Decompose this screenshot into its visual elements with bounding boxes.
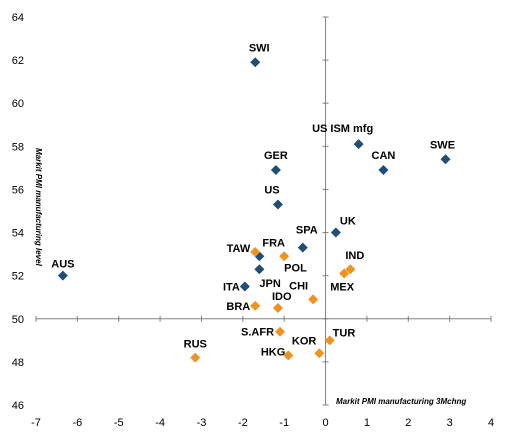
point-hkg <box>283 350 294 361</box>
y-axis-ticks: 46 48 50 52 54 56 58 60 62 64 <box>12 12 329 412</box>
point-ita <box>239 281 250 292</box>
x-tick-label: 0 <box>322 417 328 429</box>
point-uk <box>330 227 341 238</box>
point-spa <box>297 242 308 253</box>
point-aus <box>57 270 68 281</box>
x-tick-label: -4 <box>155 417 165 429</box>
point-label: SWE <box>430 139 455 151</box>
point-label: IND <box>345 250 364 262</box>
point-ger <box>270 165 281 176</box>
point-label: JPN <box>259 278 280 290</box>
x-tick-label: -6 <box>72 417 82 429</box>
point-swi <box>250 57 261 68</box>
point-taw <box>250 246 261 257</box>
point-label: TAW <box>227 243 251 255</box>
x-tick-label: -7 <box>31 417 41 429</box>
point-label: UK <box>340 216 356 228</box>
x-tick-label: -1 <box>279 417 289 429</box>
point-swe <box>440 154 451 165</box>
x-tick-label: 3 <box>447 417 453 429</box>
y-tick-label: 60 <box>12 98 24 110</box>
x-tick-label: 1 <box>364 417 370 429</box>
y-tick-label: 56 <box>12 184 24 196</box>
x-axis-title: Markit PMI manufacturing 3Mchng <box>336 397 466 406</box>
x-tick-label: 2 <box>405 417 411 429</box>
y-tick-label: 50 <box>12 314 24 326</box>
point-label: RUS <box>184 339 207 351</box>
point-ido <box>272 303 283 313</box>
point-kor <box>314 348 325 359</box>
point-ind <box>345 264 356 275</box>
point-label: US <box>264 185 279 197</box>
point-label: CHI <box>289 280 308 292</box>
point-label: US ISM mfg <box>312 123 373 135</box>
point-label: KOR <box>292 335 317 347</box>
point-bra <box>250 300 261 311</box>
y-tick-label: 48 <box>12 357 24 369</box>
point-label: POL <box>284 262 307 274</box>
x-tick-label: -5 <box>114 417 124 429</box>
point-label: AUS <box>51 259 74 271</box>
point-labels: SWI US ISM mfg SWE CAN GER US UK SPA FRA JPN AUS IT… <box>51 42 455 358</box>
y-axis-title: Markit PMI manufacturing level <box>34 148 43 267</box>
point-s-afr <box>275 326 286 337</box>
y-tick-label: 64 <box>12 12 24 24</box>
point-label: HKG <box>261 346 285 358</box>
point-rus <box>190 352 201 363</box>
x-tick-label: -3 <box>197 417 207 429</box>
point-label: MEX <box>330 282 355 294</box>
point-mex <box>339 268 350 279</box>
point-label: IDO <box>272 291 292 303</box>
point-label: S.AFR <box>241 327 274 339</box>
point-can <box>378 165 389 176</box>
x-tick-label: -2 <box>238 417 248 429</box>
point-tur <box>324 335 335 346</box>
data-points <box>57 57 451 363</box>
point-jpn <box>254 264 265 275</box>
point-label: TUR <box>333 327 356 339</box>
point-label: FRA <box>262 237 285 249</box>
y-tick-label: 54 <box>12 228 24 240</box>
point-us-ism-mfg <box>353 139 364 150</box>
y-tick-label: 62 <box>12 55 24 67</box>
point-label: SWI <box>249 42 270 54</box>
point-label: ITA <box>223 281 240 293</box>
y-tick-label: 58 <box>12 141 24 153</box>
point-chi <box>308 294 319 305</box>
y-tick-label: 46 <box>12 400 24 412</box>
x-axis-ticks: -7 -6 -5 -4 -3 -2 -1 0 1 2 3 4 <box>31 315 494 429</box>
x-tick-label: 4 <box>488 417 494 429</box>
point-label: GER <box>264 150 288 162</box>
point-label: SPA <box>296 225 318 237</box>
point-label: BRA <box>226 301 250 313</box>
point-us <box>272 199 283 210</box>
point-label: CAN <box>372 150 396 162</box>
point-pol <box>279 251 290 262</box>
y-tick-label: 52 <box>12 271 24 283</box>
